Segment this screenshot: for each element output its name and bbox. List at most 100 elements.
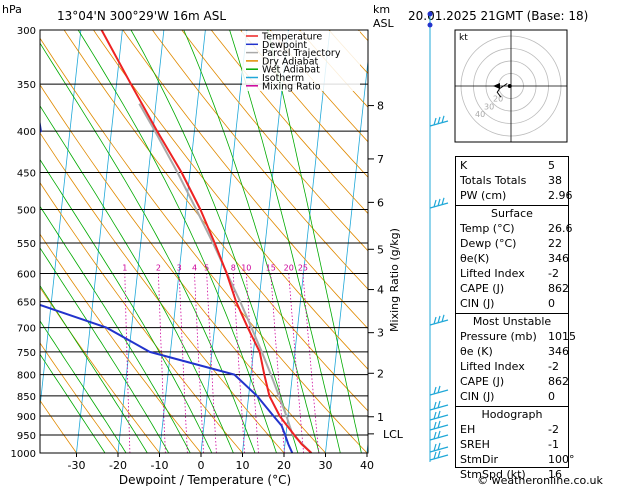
mixing-ratio-axis-label: Mixing Ratio (g/kg) [388,228,401,332]
wet-adiabat-line [40,320,127,453]
index-value: -1 [548,438,559,451]
index-row: EH -2 [456,423,568,437]
dry-adiabat-line [269,30,368,143]
isotherm-line [76,30,123,453]
pressure-tick-label: 700 [17,324,36,335]
section-divider [456,406,568,407]
index-value: 346 [548,252,569,265]
wind-barb-flag [437,198,441,207]
mixing-ratio-label: 1 [122,264,127,273]
wind-barb-flag [433,117,437,126]
pressure-tick-label: 850 [17,392,36,403]
dry-adiabat-line [151,30,368,290]
mixing-ratio-label: 20 [284,264,294,273]
dry-adiabat-line [40,84,327,453]
legend-label: Dewpoint [262,40,307,51]
index-value: 38 [548,174,562,187]
copyright-text: © weatheronline.co.uk [477,474,603,486]
isotherm-line [40,30,82,411]
x-tick-label: 40 [360,459,374,472]
index-value: 862 [548,282,569,295]
wind-barb [429,120,449,127]
wind-barb-flag [437,385,441,394]
x-tick-label: 30 [319,459,333,472]
legend-label: Isotherm [262,73,304,84]
index-label: CIN (J) [460,297,495,310]
pressure-tick-label: 1000 [11,449,36,460]
x-tick-label: 20 [277,459,291,472]
index-label: CAPE (J) [460,375,505,388]
index-label: Totals Totals [460,174,527,187]
pressure-tick-label: 800 [17,371,36,382]
dewpoint-line [40,118,294,453]
index-row: Lifted Index -2 [456,267,568,281]
wet-adiabat-line [40,105,234,453]
wet-adiabat-line [183,30,320,453]
wet-adiabat-line [40,158,213,453]
datetime-title: 20.01.2025 21GMT (Base: 18) [408,9,588,23]
storm-motion-marker [507,84,512,88]
index-value: 0 [548,390,555,403]
index-row: θe(K) 346 [456,252,569,266]
legend-label: Parcel Trajectory [262,48,341,59]
index-row: Pressure (mb) 1015 [456,330,576,344]
index-label: CIN (J) [460,390,495,403]
isotherm-line [200,30,248,453]
pressure-tick-label: 550 [17,239,36,250]
index-row: CIN (J) 0 [456,297,568,311]
wet-adiabat-line [40,247,170,453]
hodograph-ring-label: 30 [484,102,494,111]
asl-unit-label: ASL [373,17,395,30]
index-label: Pressure (mb) [460,330,537,343]
isotherm-line [407,6,457,470]
hodograph-arrow [493,83,500,89]
pressure-tick-label: 600 [17,270,36,281]
section-title: Most Unstable [472,315,552,328]
indices-panel: K 5 Totals Totals 38 PW (cm) 2.96 Surface Temp … [455,156,576,481]
wind-barb-flag [437,430,441,439]
index-label: StmDir [460,453,499,466]
km-tick-label: 6 [377,196,384,209]
wind-barb [429,454,449,461]
pressure-tick-label: 500 [17,205,36,216]
legend-label: Temperature [261,32,322,43]
wind-barb-flag [437,315,441,324]
wind-barb-flag [433,401,437,410]
wind-barb-flag [441,314,445,322]
wind-barb [429,414,449,421]
dry-adiabat-line [40,233,202,453]
mixing-ratio-label: 8 [231,264,236,273]
index-row: SREH -1 [456,438,568,452]
index-value: 1015 [548,330,576,343]
skewt-axes: 3003504004505005506006507007508008509009… [11,26,374,472]
dry-adiabat-line [40,399,78,453]
index-label: θe (K) [460,345,493,358]
wind-profile [427,11,449,462]
index-label: Lifted Index [460,360,525,373]
x-axis-label: Dewpoint / Temperature (°C) [119,473,291,486]
wind-barb-flag [441,115,445,123]
index-row: Dewp (°C) 22 [456,237,568,251]
legend-label: Dry Adiabat [262,56,319,67]
km-tick-label: 7 [377,153,384,166]
index-label: EH [460,423,476,436]
mixing-ratio-label: 10 [241,264,251,273]
x-tick-label: 0 [198,459,205,472]
wind-barb [429,389,449,396]
pressure-tick-label: 900 [17,412,36,423]
km-tick-label: 8 [377,100,384,113]
index-value: -2 [548,360,559,373]
x-tick-label: -20 [109,459,127,472]
wind-barb-flag [437,420,441,429]
wind-top-marker [427,11,433,17]
dry-adiabat-line [122,30,368,330]
wind-barb-flag [437,450,441,459]
legend-label: Mixing Ratio [262,81,321,92]
pressure-unit-label: hPa [2,3,22,16]
section-title: Hodograph [481,408,543,421]
wind-barb [429,404,449,411]
km-unit-label: km [373,3,390,16]
dry-adiabat-line [63,30,368,412]
wind-barb-flag [433,411,437,420]
